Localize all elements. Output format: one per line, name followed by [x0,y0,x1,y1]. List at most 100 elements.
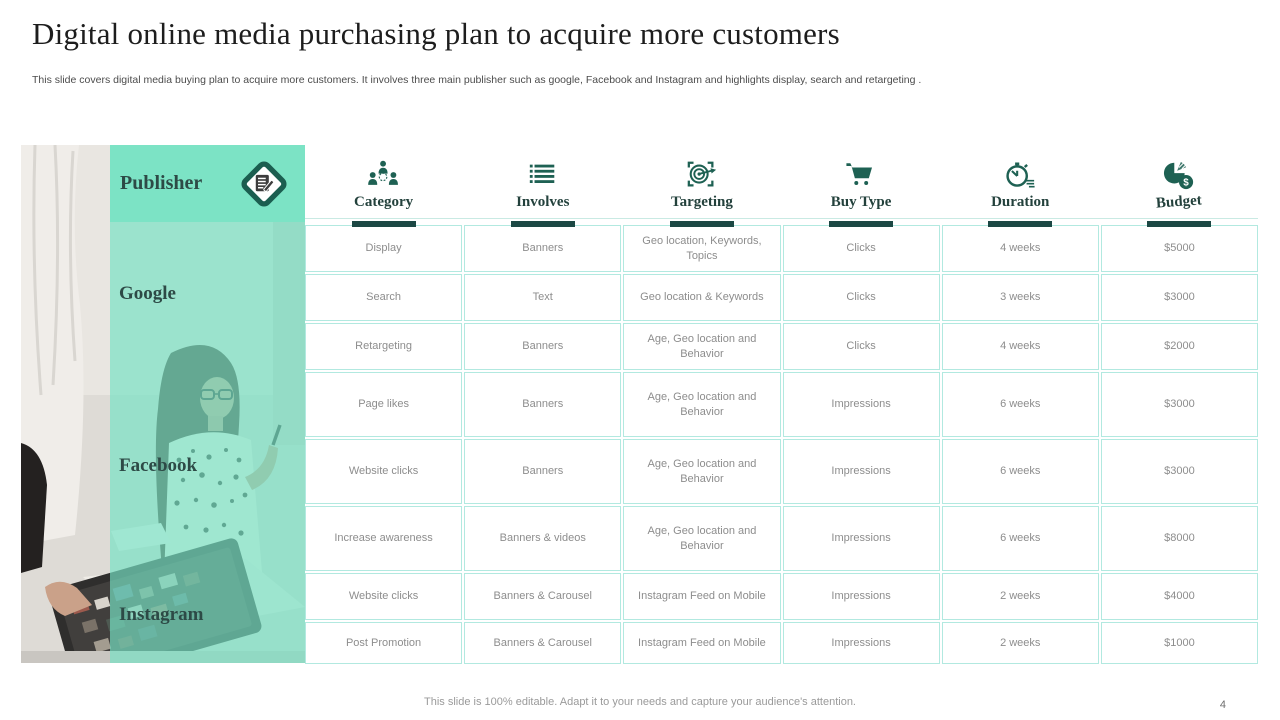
column-header-label: Budget [1155,192,1203,212]
publisher-header: Publisher [110,145,305,222]
table-cell-text: Clicks [846,242,876,255]
budget-pie-icon [1163,161,1195,190]
table-cell: 2 weeks [941,622,1099,664]
table-cell: $1000 [1100,622,1258,664]
column-header-label: Duration [991,194,1050,210]
table-cell: Clicks [782,225,940,272]
table-cell-text: Page likes [358,398,409,411]
table-cell: $2000 [1100,323,1258,370]
footer-note: This slide is 100% editable. Adapt it to… [424,696,856,708]
table-cell-text: Age, Geo location and Behavior [647,457,757,485]
table-cell-text: Instagram Feed on Mobile [638,590,766,603]
table-cell-text: Banners & Carousel [493,636,592,649]
table-cell: Website clicks [305,439,463,504]
table-cell: Geo location, Keywords, Topics [623,225,781,272]
column-header-label: Category [354,194,414,210]
table-cell: Retargeting [305,323,463,370]
table-cell-text: Age, Geo location and Behavior [647,524,757,552]
table-header-row: Category Involves Targeting Buy Type Dur… [305,145,1258,227]
list-icon [529,164,555,183]
table-cell: Impressions [782,622,940,664]
table-cell-text: Banners [522,398,564,411]
table-cell-text: Retargeting [355,340,413,353]
table-cell: 3 weeks [941,274,1099,321]
table-cell: Age, Geo location and Behavior [623,439,781,504]
media-plan-table: Category Involves Targeting Buy Type Dur… [305,145,1258,664]
publisher-header-label: Publisher [120,172,203,194]
table-cell: Banners & Carousel [464,573,622,620]
page-title: Digital online media purchasing plan to … [32,16,840,51]
column-header-label: Targeting [670,194,733,210]
table-cell: Display [305,225,463,272]
table-cell: 6 weeks [941,506,1099,571]
table-cell-text: Post Promotion [345,636,422,649]
header-accent-bar [510,221,575,227]
table-cell: $8000 [1100,506,1258,571]
table-cell-text: Increase awareness [334,532,433,545]
table-cell: 6 weeks [941,439,1099,504]
table-cell: Banners [464,225,622,272]
table-cell-text: 4 weeks [1000,340,1041,353]
table-cell: 4 weeks [941,225,1099,272]
table-cell-text: Instagram Feed on Mobile [638,636,766,649]
table-column-header: Involves [464,145,621,227]
table-cell-text: $8000 [1164,532,1195,545]
table-cell: Instagram Feed on Mobile [623,622,781,664]
table-cell: Page likes [305,372,463,437]
table-cell: Impressions [782,439,940,504]
header-accent-bar [829,221,894,227]
table-cell-text: Text [532,291,553,304]
table-cell-text: Geo location, Keywords, Topics [642,234,762,262]
table-cell-text: Geo location & Keywords [640,291,764,304]
table-cell-text: Impressions [831,590,891,603]
table-cell: Clicks [782,274,940,321]
publisher-label-facebook: Facebook [119,455,198,476]
table-cell: 6 weeks [941,372,1099,437]
table-cell: Post Promotion [305,622,463,664]
table-cell: Clicks [782,323,940,370]
table-cell-text: 4 weeks [1000,242,1041,255]
table-cell-text: Clicks [846,291,876,304]
table-column-header: Buy Type [783,145,940,227]
table-cell-text: Impressions [831,532,891,545]
table-cell: Instagram Feed on Mobile [623,573,781,620]
target-icon [687,161,718,187]
header-accent-bar [669,221,734,227]
table-cell: Text [464,274,622,321]
table-cell-text: 2 weeks [1000,636,1041,649]
team-icon [367,160,399,186]
table-cell-text: Impressions [831,465,891,478]
table-cell-text: 6 weeks [1000,465,1041,478]
table-cell: Banners & videos [464,506,622,571]
table-cell-text: Banners [522,465,564,478]
table-body: Display Banners Geo location, Keywords, … [305,225,1258,664]
mint-overlay [110,145,305,663]
table-cell-text: Website clicks [348,590,419,603]
table-cell-text: $3000 [1164,291,1195,304]
table-cell-text: Impressions [831,398,891,411]
table-cell: Age, Geo location and Behavior [623,323,781,370]
table-cell-text: Age, Geo location and Behavior [647,332,757,360]
table-cell: Banners [464,439,622,504]
table-cell-text: Banners [522,340,564,353]
table-column-header: Duration [942,145,1099,227]
table-cell: Impressions [782,573,940,620]
table-cell: $5000 [1100,225,1258,272]
table-cell-text: $2000 [1164,340,1195,353]
table-cell: Increase awareness [305,506,463,571]
column-header-label: Buy Type [830,194,892,210]
table-cell: Age, Geo location and Behavior [623,372,781,437]
table-cell: $4000 [1100,573,1258,620]
header-accent-bar [1147,221,1212,227]
table-cell: $3000 [1100,372,1258,437]
table-cell-text: Age, Geo location and Behavior [647,390,757,418]
table-cell-text: 6 weeks [1000,532,1041,545]
table-cell-text: Clicks [846,340,876,353]
table-cell: $3000 [1100,439,1258,504]
document-edit-diamond-icon [235,155,293,213]
table-cell-text: $4000 [1164,590,1195,603]
header-accent-bar [988,221,1053,227]
table-cell: Banners [464,323,622,370]
table-cell-text: Display [365,242,402,255]
